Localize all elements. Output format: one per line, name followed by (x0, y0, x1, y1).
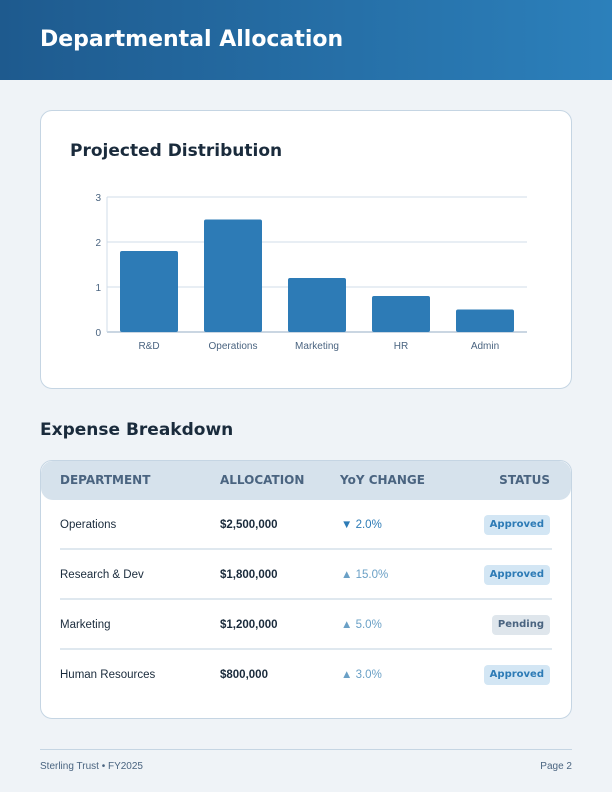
footer: Sterling Trust • FY2025 Page 2 (40, 749, 572, 772)
y-tick-label: 3 (95, 193, 101, 204)
x-tick-label: Marketing (295, 341, 339, 352)
header-department: DEPARTMENT (60, 473, 151, 487)
chart-card: Projected Distribution 0 1 2 3 R&D Operations… (40, 110, 572, 389)
bar-marketing (288, 278, 346, 332)
yoy-change-cell: ▲ 5.0% (341, 619, 382, 631)
header-yoy: YoY CHANGE (340, 473, 425, 487)
bar-chart: 0 1 2 3 R&D Operations Marketing HR Admin (95, 193, 527, 352)
table-row: Human Resources $800,000 ▲ 3.0% Approved (60, 650, 552, 700)
status-badge: Approved (483, 665, 550, 685)
footer-page-number: Page 2 (540, 761, 572, 772)
table-row: Operations $2,500,000 ▼ 2.0% Approved (60, 500, 552, 550)
x-tick-label: R&D (138, 341, 159, 352)
table-row: Marketing $1,200,000 ▲ 5.0% Pending (60, 600, 552, 650)
yoy-change-cell: ▼ 2.0% (341, 519, 382, 531)
bar-hr (372, 296, 430, 332)
bar-operations (204, 219, 262, 332)
department-cell: Human Resources (60, 669, 156, 681)
table-row: Research & Dev $1,800,000 ▲ 15.0% Approv… (60, 550, 552, 600)
table-header: DEPARTMENT ALLOCATION YoY CHANGE STATUS (41, 461, 571, 500)
y-tick-label: 1 (95, 283, 101, 294)
section-title: Expense Breakdown (40, 420, 234, 440)
x-tick-label: Admin (471, 341, 499, 352)
expense-table: DEPARTMENT ALLOCATION YoY CHANGE STATUS … (40, 460, 572, 719)
header-status: STATUS (499, 473, 550, 487)
yoy-change-cell: ▲ 3.0% (341, 669, 382, 681)
page-header: Departmental Allocation (0, 0, 612, 80)
status-badge: Approved (483, 565, 550, 585)
bar-rd (120, 251, 178, 332)
x-tick-label: Operations (209, 341, 258, 352)
page-title: Departmental Allocation (40, 27, 344, 52)
y-tick-label: 2 (95, 238, 101, 249)
header-allocation: ALLOCATION (220, 473, 305, 487)
chart-title: Projected Distribution (70, 141, 283, 161)
allocation-cell: $1,200,000 (220, 619, 278, 631)
department-cell: Marketing (60, 619, 111, 631)
status-badge: Approved (483, 515, 550, 535)
allocation-cell: $800,000 (220, 669, 268, 681)
allocation-cell: $1,800,000 (220, 569, 278, 581)
bar-admin (456, 309, 514, 332)
department-cell: Research & Dev (60, 569, 144, 581)
allocation-cell: $2,500,000 (220, 519, 278, 531)
department-cell: Operations (60, 519, 117, 531)
y-tick-label: 0 (95, 328, 101, 339)
status-badge: Pending (491, 615, 550, 635)
footer-left: Sterling Trust • FY2025 (40, 761, 143, 772)
x-tick-label: HR (394, 341, 408, 352)
yoy-change-cell: ▲ 15.0% (341, 569, 389, 581)
